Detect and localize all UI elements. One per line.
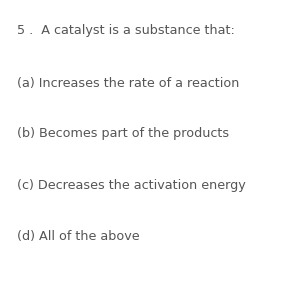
Text: (d) All of the above: (d) All of the above — [17, 230, 139, 243]
Text: 5 .  A catalyst is a substance that:: 5 . A catalyst is a substance that: — [17, 24, 235, 37]
Text: (b) Becomes part of the products: (b) Becomes part of the products — [17, 127, 229, 140]
Text: (a) Increases the rate of a reaction: (a) Increases the rate of a reaction — [17, 77, 239, 90]
Text: (c) Decreases the activation energy: (c) Decreases the activation energy — [17, 179, 246, 192]
